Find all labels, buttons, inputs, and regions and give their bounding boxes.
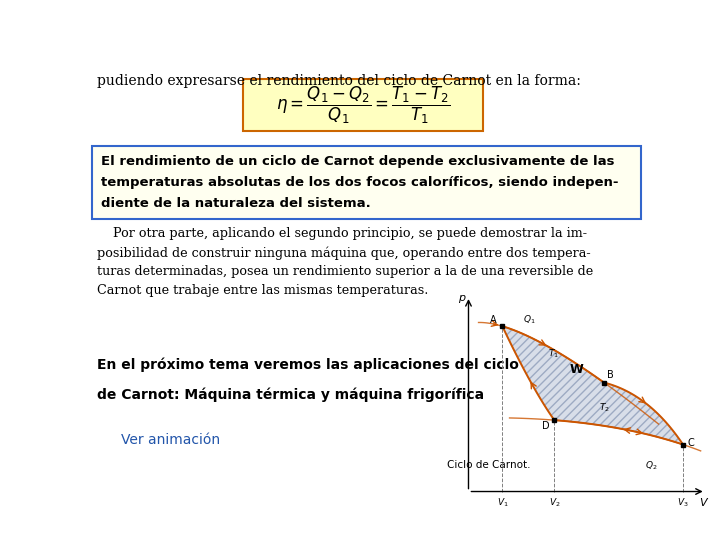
FancyBboxPatch shape (91, 146, 642, 219)
Text: $T_1$: $T_1$ (547, 347, 559, 360)
Text: A: A (490, 315, 497, 326)
Text: V: V (700, 498, 707, 508)
Text: pudiendo expresarse el rendimiento del ciclo de Carnot en la forma:: pudiendo expresarse el rendimiento del c… (97, 74, 581, 88)
Text: Ciclo de Carnot.: Ciclo de Carnot. (447, 460, 531, 470)
Text: C: C (687, 437, 694, 448)
Text: B: B (608, 370, 614, 380)
Text: turas determinadas, posea un rendimiento superior a la de una reversible de: turas determinadas, posea un rendimiento… (97, 265, 593, 278)
Text: $Q_2$: $Q_2$ (644, 460, 657, 472)
Text: Por otra parte, aplicando el segundo principio, se puede demostrar la im-: Por otra parte, aplicando el segundo pri… (97, 227, 588, 240)
Text: p: p (458, 293, 465, 303)
Text: Carnot que trabaje entre las mismas temperaturas.: Carnot que trabaje entre las mismas temp… (97, 285, 428, 298)
Text: Ver animación: Ver animación (121, 433, 220, 447)
Polygon shape (503, 326, 683, 444)
Text: El rendimiento de un ciclo de Carnot depende exclusivamente de las: El rendimiento de un ciclo de Carnot dep… (101, 156, 615, 168)
Text: diente de la naturaleza del sistema.: diente de la naturaleza del sistema. (101, 197, 371, 210)
Text: $V_2$: $V_2$ (549, 497, 560, 509)
Text: temperaturas absolutas de los dos focos caloríficos, siendo indepen-: temperaturas absolutas de los dos focos … (101, 176, 618, 189)
Text: de Carnot: Máquina térmica y máquina frigorífica: de Carnot: Máquina térmica y máquina fri… (97, 388, 485, 402)
Text: $\eta = \dfrac{Q_1 - Q_2}{Q_1} = \dfrac{T_1 - T_2}{T_1}$: $\eta = \dfrac{Q_1 - Q_2}{Q_1} = \dfrac{… (276, 85, 451, 126)
Text: $V_1$: $V_1$ (497, 497, 508, 509)
Text: posibilidad de construir ninguna máquina que, operando entre dos tempera-: posibilidad de construir ninguna máquina… (97, 246, 591, 260)
Text: D: D (542, 421, 549, 430)
Text: W: W (570, 363, 584, 376)
FancyBboxPatch shape (243, 79, 483, 131)
Text: $Q_1$: $Q_1$ (523, 314, 535, 326)
Text: $V_3$: $V_3$ (678, 497, 689, 509)
Text: $T_2$: $T_2$ (600, 402, 611, 414)
Text: En el próximo tema veremos las aplicaciones del ciclo: En el próximo tema veremos las aplicacio… (97, 358, 519, 373)
